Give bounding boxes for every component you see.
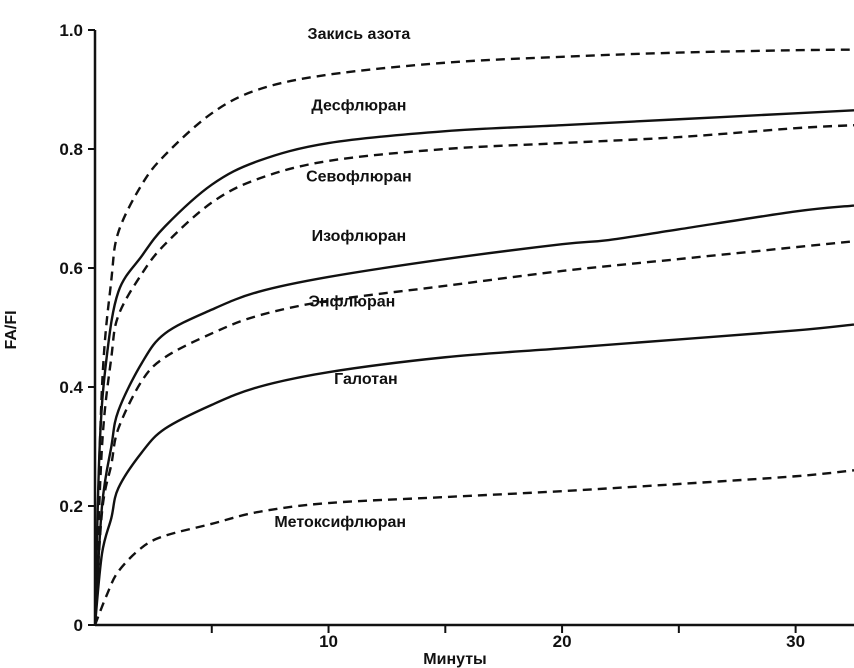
y-axis-label: FA/FI — [3, 310, 20, 349]
y-tick-label: 0.4 — [59, 378, 83, 397]
series-labels: Закись азота Десфлюран Севофлюран Изофлюран… — [274, 26, 411, 531]
x-tick-label: 10 — [319, 632, 338, 651]
series-label-7: Метоксифлюран — [274, 514, 406, 531]
axes: 0 0.2 0.4 0.6 0.8 1.0 10 20 30 — [59, 21, 854, 651]
x-tick-label: 30 — [786, 632, 805, 651]
x-axis-label: Минуты — [423, 651, 486, 668]
x-tick-label: 20 — [553, 632, 572, 651]
series-line-6 — [95, 323, 854, 625]
y-tick-label: 0.6 — [59, 259, 83, 278]
y-tick-label: 0.2 — [59, 497, 83, 516]
series-label-5: Энфлюран — [308, 294, 395, 311]
series-lines — [95, 48, 854, 625]
series-line-7 — [95, 469, 854, 625]
series-label-4: Изофлюран — [312, 228, 407, 245]
series-label-6: Галотан — [334, 371, 397, 388]
series-label-3: Севофлюран — [306, 169, 412, 186]
series-label-2: Десфлюран — [311, 97, 406, 114]
y-tick-label: 1.0 — [59, 21, 83, 40]
series-line-1 — [95, 48, 854, 625]
series-label-1: Закись азота — [308, 26, 411, 43]
series-line-3 — [95, 124, 854, 625]
series-line-4 — [95, 204, 854, 625]
series-line-5 — [95, 240, 854, 625]
y-tick-label: 0 — [74, 616, 83, 635]
series-line-2 — [95, 109, 854, 625]
y-tick-label: 0.8 — [59, 140, 83, 159]
